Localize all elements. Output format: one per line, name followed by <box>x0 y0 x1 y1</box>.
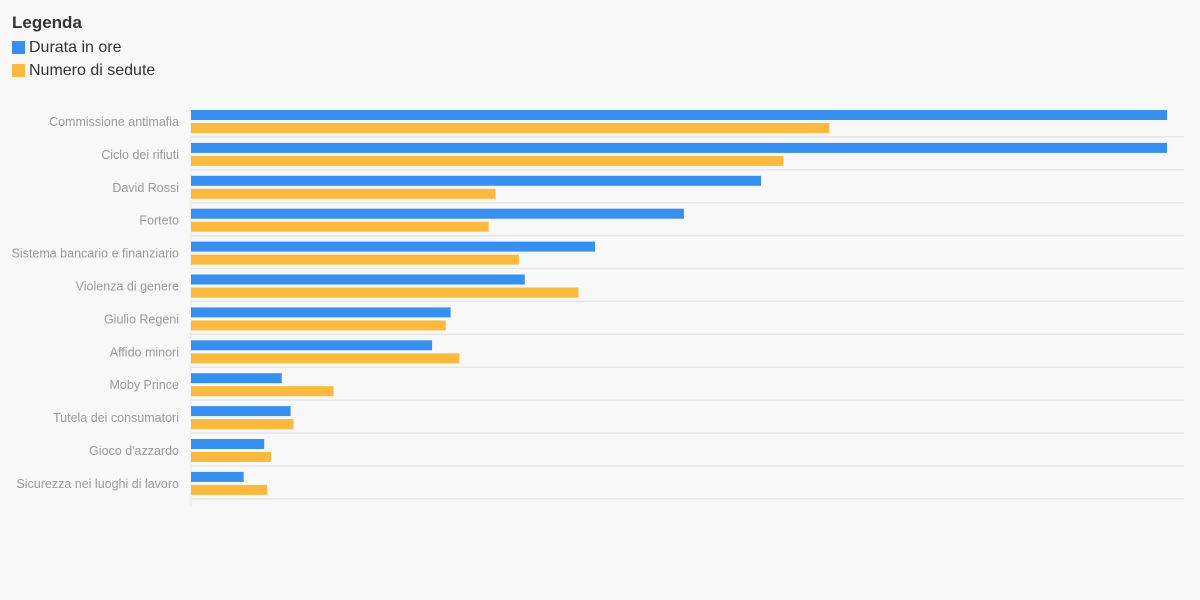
category-label: Gioco d'azzardo <box>89 444 179 458</box>
bar-sedute <box>191 188 496 199</box>
category-label: Moby Prince <box>110 378 180 392</box>
bar-durata <box>191 307 451 318</box>
bar-sedute <box>191 155 784 166</box>
legend-item-durata[interactable]: Durata in ore <box>12 36 155 59</box>
bar-durata <box>191 274 525 285</box>
bar-durata <box>191 208 684 219</box>
bar-sedute <box>191 419 294 430</box>
bar-sedute <box>191 452 272 462</box>
category-label: Ciclo dei rifiuti <box>101 148 179 162</box>
category-label: Violenza di genere <box>76 280 179 294</box>
bar-durata <box>191 110 1167 120</box>
category-label: Sicurezza nei luoghi di lavoro <box>16 477 179 491</box>
bar-durata <box>191 340 433 351</box>
bar-sedute <box>191 386 334 397</box>
bar-sedute <box>191 123 830 133</box>
bar-sedute <box>191 484 268 495</box>
bar-durata <box>191 439 265 449</box>
bar-durata <box>191 406 291 417</box>
category-label: Commissione antimafia <box>49 115 179 129</box>
bar-sedute <box>191 353 460 364</box>
bar-durata <box>191 373 282 384</box>
category-label: Tutela dei consumatori <box>53 411 179 425</box>
category-label: David Rossi <box>112 181 179 195</box>
legend-label-durata: Durata in ore <box>29 38 122 56</box>
bar-durata <box>191 471 244 482</box>
legend-title: Legenda <box>12 13 82 32</box>
legend-item-sedute[interactable]: Numero di sedute <box>12 59 155 82</box>
legend-swatch-durata <box>12 41 25 54</box>
bar-sedute <box>191 221 489 232</box>
category-label: Forteto <box>139 214 179 228</box>
legend: Legenda Durata in ore Numero di sedute <box>12 12 155 82</box>
bar-durata <box>191 241 596 252</box>
bar-sedute <box>191 287 579 298</box>
category-label: Giulio Regeni <box>104 312 179 326</box>
category-label: Affido minori <box>110 345 179 359</box>
bar-durata <box>191 175 761 186</box>
bar-sedute <box>191 254 519 265</box>
legend-label-sedute: Numero di sedute <box>29 61 156 79</box>
legend-swatch-sedute <box>12 64 25 77</box>
bar-durata <box>191 142 1167 153</box>
category-label: Sistema bancario e finanziario <box>12 247 179 261</box>
bar-sedute <box>191 320 446 331</box>
